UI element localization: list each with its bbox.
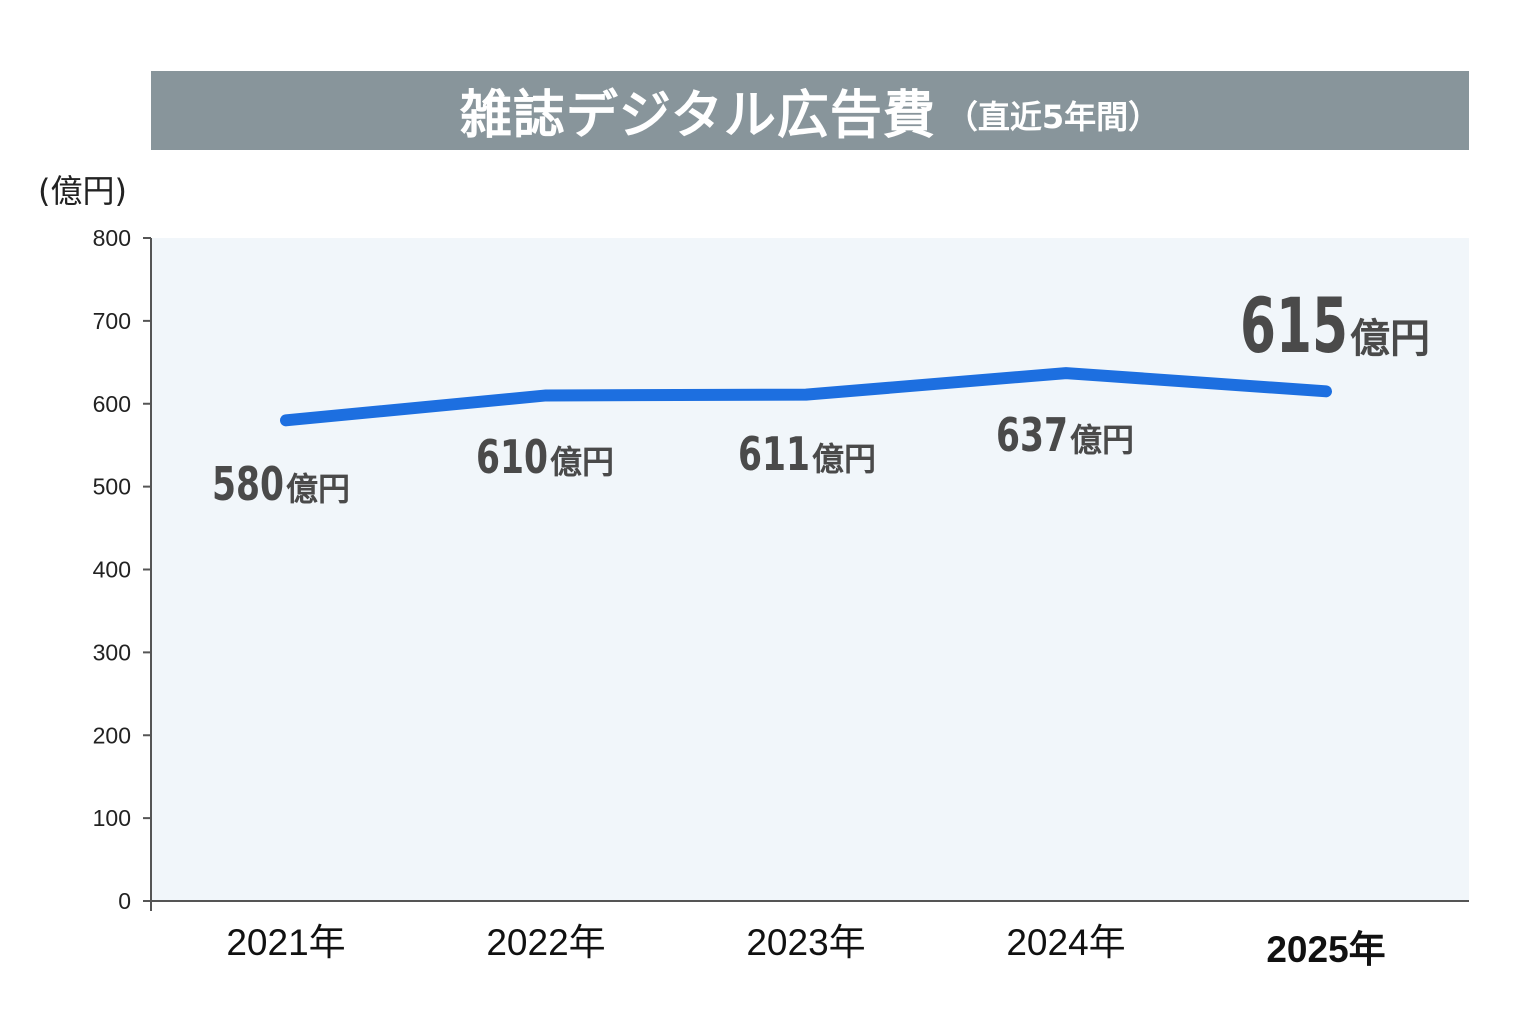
data-label: 580億円 (212, 457, 350, 511)
x-axis: 2021年 2022年 2023年 2024年 2025年 (151, 900, 1469, 970)
series-line-group (280, 367, 1332, 427)
y-tick-label: 0 (118, 888, 131, 914)
chart-title-bar: 雑誌デジタル広告費 （直近5年間） (151, 71, 1469, 150)
y-tick-label: 400 (93, 557, 131, 583)
y-tick-label: 200 (93, 722, 131, 748)
x-tick-label: 2025年 (1266, 929, 1385, 970)
x-tick-label: 2022年 (486, 922, 605, 963)
data-label-unit: 億円 (1070, 421, 1134, 459)
y-tick-label: 800 (93, 225, 131, 251)
data-label-unit: 億円 (286, 470, 350, 508)
y-tick-label: 700 (93, 308, 131, 334)
x-tick-label: 2023年 (746, 922, 865, 963)
data-label-value: 615 (1240, 281, 1348, 370)
chart-title: 雑誌デジタル広告費 (459, 86, 936, 146)
y-axis: 0 100 200 300 400 500 600 700 800 (93, 225, 152, 914)
data-label: 610億円 (476, 430, 614, 484)
data-label-value: 637 (996, 408, 1068, 462)
data-label-value: 611 (738, 427, 810, 481)
y-tick-label: 500 (93, 474, 131, 500)
y-tick-label: 100 (93, 805, 131, 831)
data-label: 611億円 (738, 427, 876, 481)
y-tick-label: 300 (93, 639, 131, 665)
data-label: 615億円 (1240, 281, 1430, 370)
chart-subtitle: （直近5年間） (945, 97, 1161, 136)
plot-area (151, 238, 1469, 901)
data-label-value: 610 (476, 430, 548, 484)
data-label-unit: 億円 (812, 440, 876, 478)
data-label-unit: 億円 (1350, 316, 1430, 362)
x-tick-label: 2024年 (1006, 922, 1125, 963)
data-label-unit: 億円 (550, 443, 614, 481)
data-label-value: 580 (212, 457, 284, 511)
x-tick-label: 2021年 (226, 922, 345, 963)
y-axis-unit-label: (億円) (38, 172, 127, 210)
data-label: 637億円 (996, 408, 1134, 462)
y-tick-label: 600 (93, 391, 131, 417)
